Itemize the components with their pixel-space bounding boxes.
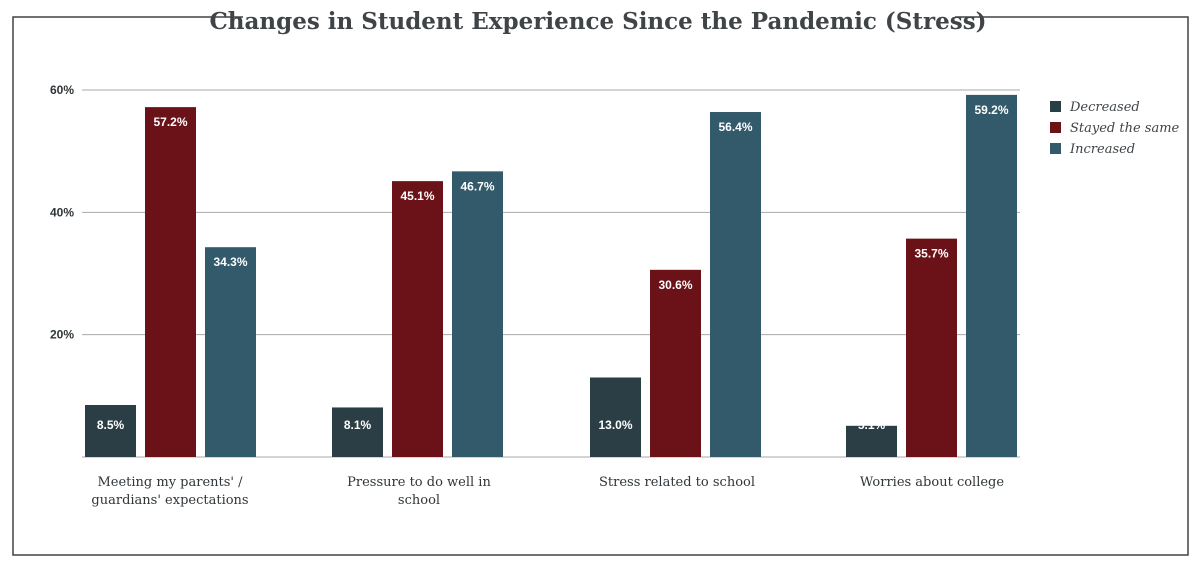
bar-value-label: 8.5% (97, 418, 125, 432)
bar-stayed-the-same (392, 181, 443, 457)
category-label-line: school (398, 493, 440, 508)
bar-stayed-the-same (145, 107, 196, 458)
legend: Decreased Stayed the same Increased (1050, 100, 1180, 157)
bar-value-label: 45.1% (400, 189, 434, 203)
frame-outline (12, 16, 1189, 556)
category-label: Meeting my parents' / guardians' expectat… (91, 475, 248, 508)
bar-increased (966, 94, 1017, 457)
category-label: Pressure to do well in school (347, 475, 491, 508)
bar-value-label: 30.6% (658, 278, 692, 292)
bar-increased (452, 171, 503, 457)
y-axis-ticks: 20% 40% 60% (50, 83, 74, 342)
y-tick-label: 20% (50, 328, 74, 342)
category-label-line: Stress related to school (599, 475, 755, 490)
category-label-line: Pressure to do well in (347, 475, 491, 490)
chart-border (12, 16, 1189, 556)
bar-value-label: 13.0% (598, 418, 632, 432)
bar-stayed-the-same (650, 269, 701, 457)
legend-label: Decreased (1069, 100, 1140, 115)
legend-label: Stayed the same (1070, 121, 1180, 136)
legend-swatch-increased (1050, 143, 1061, 154)
bars: 8.5% 8.1% 13.0% 5.1% 57.2% 45.1% 30.6% 35.7% 34.… (85, 94, 1017, 458)
bar-value-label: 46.7% (460, 179, 494, 193)
legend-swatch-decreased (1050, 101, 1061, 112)
legend-swatch-stayed-the-same (1050, 122, 1061, 133)
y-tick-label: 60% (50, 83, 74, 97)
bar-value-label: 35.7% (914, 247, 948, 261)
bar-value-label: 34.3% (213, 255, 247, 269)
y-tick-label: 40% (50, 205, 74, 219)
category-label-line: Worries about college (860, 475, 1004, 490)
bar-value-label: 57.2% (153, 115, 187, 129)
bar-increased (205, 247, 256, 457)
category-label-line: guardians' expectations (91, 493, 248, 508)
bar-stayed-the-same (906, 238, 957, 457)
bar-decreased (590, 377, 641, 457)
bar-decreased (846, 425, 897, 457)
bar-value-label: 5.1% (858, 418, 886, 432)
bar-increased (710, 112, 761, 458)
bar-value-label: 56.4% (718, 120, 752, 134)
bar-value-label: 8.1% (344, 418, 372, 432)
category-label: Stress related to school (599, 475, 755, 490)
category-label-line: Meeting my parents' / (97, 475, 243, 490)
bar-value-label: 59.2% (974, 103, 1008, 117)
category-label: Worries about college (860, 475, 1004, 490)
bar-decreased (332, 407, 383, 457)
chart-title: Changes in Student Experience Since the … (209, 8, 986, 35)
bar-decreased (85, 405, 136, 457)
legend-label: Increased (1069, 142, 1135, 157)
category-labels: Meeting my parents' / guardians' expectat… (91, 475, 1004, 508)
